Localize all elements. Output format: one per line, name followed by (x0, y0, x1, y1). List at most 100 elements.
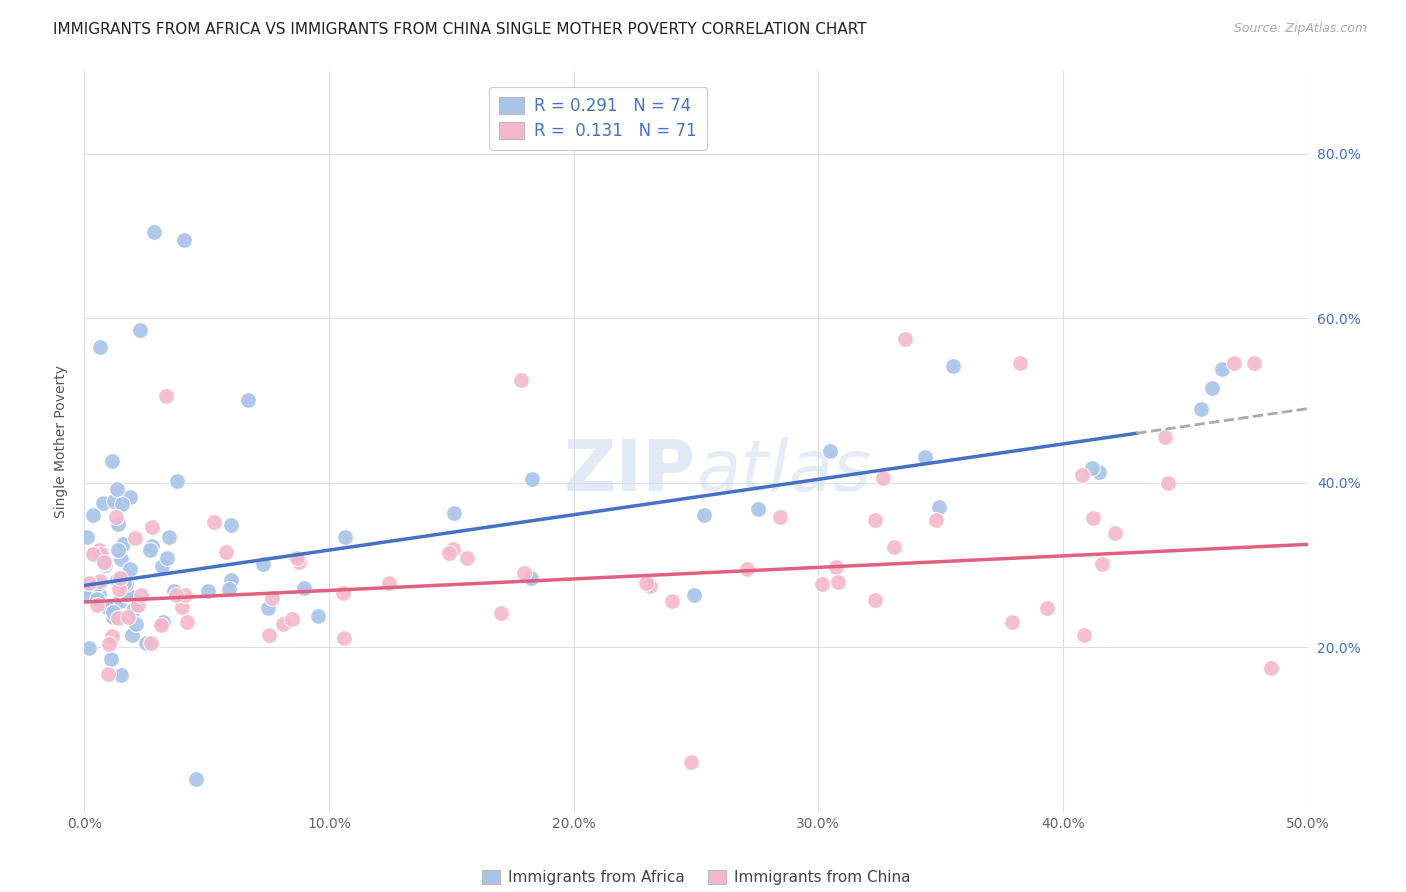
Point (661, 594, 683, 608)
Point (157, 530, 180, 544)
Point (141, 520, 163, 534)
Point (93, 556, 115, 570)
Point (107, 517, 129, 532)
Point (111, 497, 134, 511)
Point (307, 608, 329, 623)
Point (110, 552, 132, 566)
Point (87, 587, 110, 601)
Point (287, 550, 309, 565)
Point (129, 324, 152, 338)
Point (172, 599, 194, 614)
Point (215, 545, 238, 559)
Point (108, 594, 131, 608)
Point (252, 557, 274, 571)
Point (818, 444, 841, 458)
Point (456, 550, 478, 565)
Point (165, 588, 187, 602)
Point (105, 573, 128, 587)
Point (1088, 465, 1111, 479)
Point (1036, 600, 1059, 615)
Point (125, 617, 148, 632)
Point (1070, 468, 1092, 483)
Point (692, 508, 714, 523)
Point (141, 540, 163, 554)
Point (1189, 401, 1212, 416)
Point (76, 530, 98, 544)
Point (156, 550, 179, 565)
Point (634, 575, 657, 590)
Point (1223, 356, 1246, 370)
Y-axis label: Single Mother Poverty: Single Mother Poverty (55, 365, 69, 518)
Point (768, 509, 790, 524)
Point (942, 359, 965, 374)
Point (100, 652, 122, 666)
Point (110, 668, 132, 682)
Point (894, 332, 917, 346)
Point (236, 393, 259, 408)
Point (114, 576, 136, 591)
Point (117, 610, 139, 624)
Point (150, 617, 173, 632)
Point (262, 591, 284, 605)
Point (865, 593, 887, 607)
Point (103, 494, 125, 508)
Point (155, 389, 177, 403)
Point (378, 576, 401, 591)
Point (827, 574, 849, 589)
Point (437, 546, 460, 560)
Point (520, 472, 543, 486)
Point (166, 474, 188, 488)
Point (333, 530, 356, 544)
Point (638, 579, 661, 593)
Point (197, 583, 219, 598)
Point (288, 555, 311, 569)
Point (1010, 356, 1032, 370)
Point (747, 501, 769, 516)
Point (118, 490, 141, 504)
Point (332, 586, 354, 600)
Point (86, 592, 108, 607)
Point (93, 555, 115, 569)
Point (443, 506, 465, 520)
Point (1081, 511, 1104, 525)
Point (173, 588, 195, 602)
Point (107, 543, 129, 558)
Point (101, 605, 124, 619)
Point (1001, 615, 1024, 629)
Point (89, 574, 111, 588)
Point (129, 588, 152, 602)
Text: atlas: atlas (696, 437, 870, 506)
Legend: Immigrants from Africa, Immigrants from China: Immigrants from Africa, Immigrants from … (475, 863, 917, 891)
Point (142, 225, 165, 239)
Point (1081, 460, 1104, 475)
Point (925, 513, 948, 527)
Point (87, 577, 110, 591)
Point (93, 496, 115, 510)
Point (520, 571, 543, 585)
Point (1091, 557, 1114, 571)
Point (292, 582, 315, 596)
Point (139, 543, 162, 558)
Point (86, 598, 108, 612)
Point (98, 637, 121, 651)
Point (96, 600, 118, 615)
Point (1243, 356, 1265, 370)
Point (218, 582, 240, 596)
Point (77, 640, 100, 655)
Point (115, 587, 138, 601)
Point (87, 543, 110, 558)
Point (121, 628, 143, 642)
Point (1157, 476, 1180, 491)
Point (1104, 525, 1126, 540)
Point (122, 603, 145, 617)
Text: IMMIGRANTS FROM AFRICA VS IMMIGRANTS FROM CHINA SINGLE MOTHER POVERTY CORRELATIO: IMMIGRANTS FROM AFRICA VS IMMIGRANTS FRO… (53, 22, 868, 37)
Point (150, 558, 173, 573)
Point (101, 629, 124, 643)
Text: Source: ZipAtlas.com: Source: ZipAtlas.com (1233, 22, 1367, 36)
Point (127, 598, 149, 612)
Point (115, 588, 138, 602)
Point (863, 513, 886, 527)
Point (77, 575, 100, 590)
Point (152, 615, 174, 629)
Point (928, 500, 950, 514)
